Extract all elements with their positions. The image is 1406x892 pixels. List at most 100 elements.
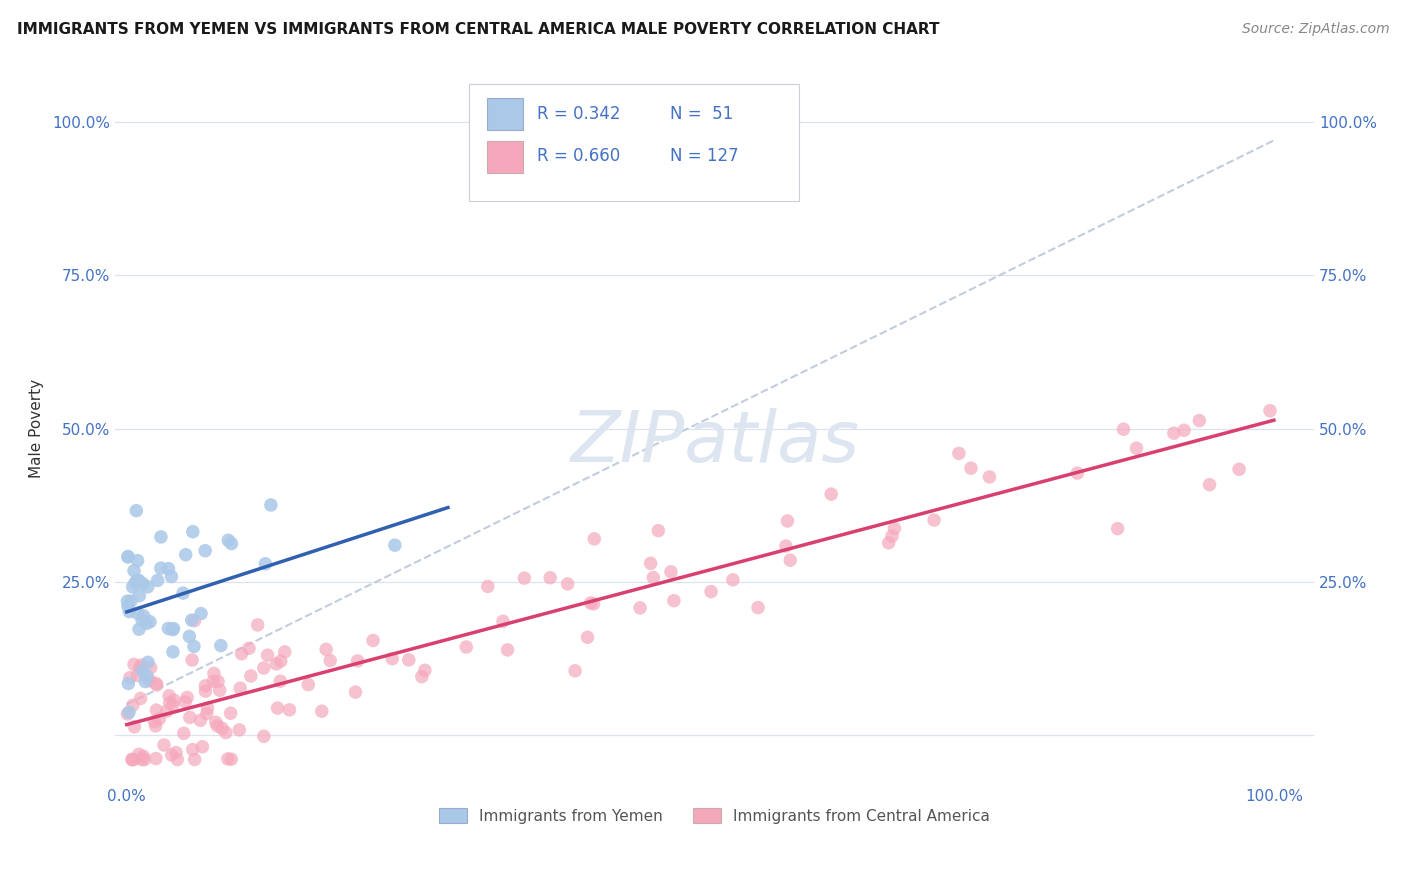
Point (256, 648, 278, 662)
Point (127, 574, 149, 588)
Point (139, 673, 162, 688)
Point (146, 678, 169, 692)
Point (1258, 403, 1281, 417)
Point (157, 622, 180, 636)
Point (148, 712, 170, 726)
Point (238, 641, 260, 656)
Point (122, 698, 145, 713)
Point (582, 597, 605, 611)
Point (145, 676, 167, 690)
Point (127, 668, 149, 682)
Point (266, 701, 288, 715)
Point (344, 685, 367, 699)
Point (208, 683, 231, 698)
Point (269, 674, 291, 689)
Text: N = 127: N = 127 (671, 147, 740, 165)
Point (297, 678, 319, 692)
Point (413, 663, 436, 677)
Point (579, 596, 602, 610)
Point (211, 722, 233, 736)
Point (145, 719, 167, 733)
Point (181, 742, 204, 756)
Text: IMMIGRANTS FROM YEMEN VS IMMIGRANTS FROM CENTRAL AMERICA MALE POVERTY CORRELATIO: IMMIGRANTS FROM YEMEN VS IMMIGRANTS FROM… (17, 22, 939, 37)
Point (176, 690, 198, 705)
Point (1227, 462, 1250, 476)
Point (948, 446, 970, 460)
Point (122, 753, 145, 767)
Point (120, 594, 142, 608)
Point (121, 753, 143, 767)
Point (134, 674, 156, 689)
Point (181, 524, 204, 539)
Point (131, 753, 153, 767)
Point (775, 539, 797, 553)
Point (118, 605, 141, 619)
Point (132, 608, 155, 623)
Point (662, 593, 685, 607)
Point (319, 654, 342, 668)
Point (139, 661, 162, 675)
Text: N =  51: N = 51 (671, 104, 734, 122)
Point (157, 562, 180, 576)
Point (157, 689, 180, 703)
FancyBboxPatch shape (486, 98, 523, 130)
Point (228, 723, 250, 737)
Point (129, 691, 152, 706)
Point (979, 470, 1001, 484)
Point (1163, 426, 1185, 441)
Point (162, 645, 184, 659)
Point (640, 557, 662, 571)
Point (700, 584, 723, 599)
Point (128, 622, 150, 636)
Point (1125, 441, 1147, 455)
FancyBboxPatch shape (470, 84, 799, 201)
Point (311, 704, 333, 718)
Point (160, 569, 183, 583)
Point (1066, 466, 1088, 480)
Point (217, 752, 239, 766)
Point (174, 695, 197, 709)
Point (124, 575, 146, 590)
FancyBboxPatch shape (486, 141, 523, 172)
Point (209, 639, 232, 653)
Point (253, 729, 276, 743)
Point (202, 674, 225, 689)
Point (219, 706, 242, 721)
Point (128, 747, 150, 762)
Point (125, 503, 148, 517)
Point (270, 654, 292, 668)
Point (117, 549, 139, 564)
Point (197, 701, 219, 715)
Point (190, 607, 212, 621)
Point (174, 548, 197, 562)
Point (456, 640, 478, 654)
Point (124, 720, 146, 734)
Point (643, 570, 665, 584)
Point (659, 565, 682, 579)
Point (217, 533, 239, 548)
Point (647, 524, 669, 538)
Point (922, 513, 945, 527)
Point (229, 681, 252, 695)
Point (274, 645, 297, 659)
Point (118, 706, 141, 720)
Point (122, 564, 145, 578)
Point (721, 573, 744, 587)
Point (146, 574, 169, 588)
Point (315, 642, 337, 657)
Point (128, 589, 150, 603)
Point (278, 703, 301, 717)
Point (166, 753, 188, 767)
Point (583, 532, 606, 546)
Point (496, 643, 519, 657)
Point (246, 618, 269, 632)
Point (128, 574, 150, 588)
Point (264, 657, 287, 671)
Point (117, 599, 139, 614)
Point (776, 514, 799, 528)
Point (381, 651, 404, 665)
Point (576, 630, 599, 644)
Point (877, 536, 900, 550)
Point (117, 676, 139, 690)
Point (779, 553, 801, 567)
